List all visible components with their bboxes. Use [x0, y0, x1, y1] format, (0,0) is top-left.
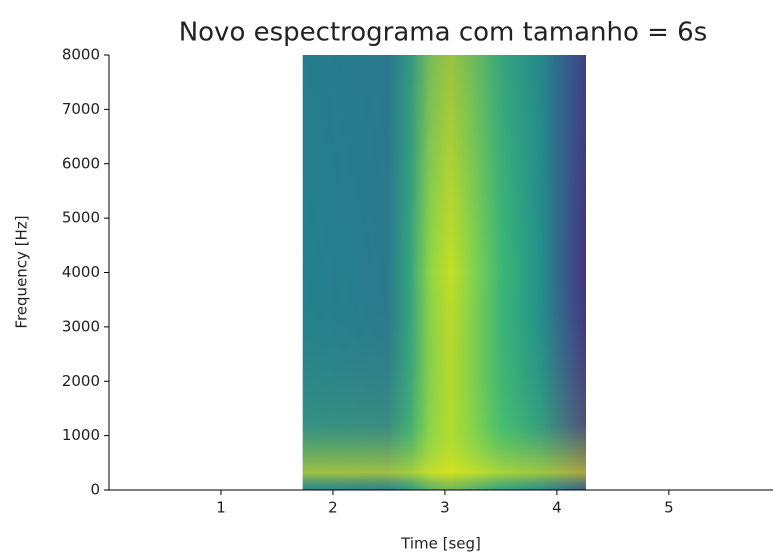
x-axis-label: Time [seg] — [400, 535, 481, 553]
x-tick-label: 2 — [328, 499, 338, 517]
x-tick-label: 5 — [664, 499, 674, 517]
y-axis-label: Frequency [Hz] — [13, 215, 31, 328]
x-tick-label: 3 — [440, 499, 450, 517]
chart-title: Novo espectrograma com tamanho = 6s — [179, 18, 708, 48]
x-tick-label: 4 — [552, 499, 562, 517]
y-tick-label: 6000 — [62, 154, 100, 172]
plot-area: 1 2 3 4 5 0 1000 2000 3000 4000 5000 6000 7000 8000 — [62, 46, 773, 517]
x-tick-label: 1 — [216, 499, 226, 517]
y-tick-label: 4000 — [62, 263, 100, 281]
spectrogram-overlay — [302, 55, 587, 490]
y-tick-label: 8000 — [62, 46, 100, 64]
y-tick-label: 7000 — [62, 100, 100, 118]
y-tick-label: 0 — [90, 481, 100, 499]
spectrogram — [302, 55, 587, 490]
y-tick-label: 3000 — [62, 317, 100, 335]
y-tick-label: 5000 — [62, 209, 100, 227]
y-tick-label: 2000 — [62, 372, 100, 390]
y-tick-label: 1000 — [62, 426, 100, 444]
